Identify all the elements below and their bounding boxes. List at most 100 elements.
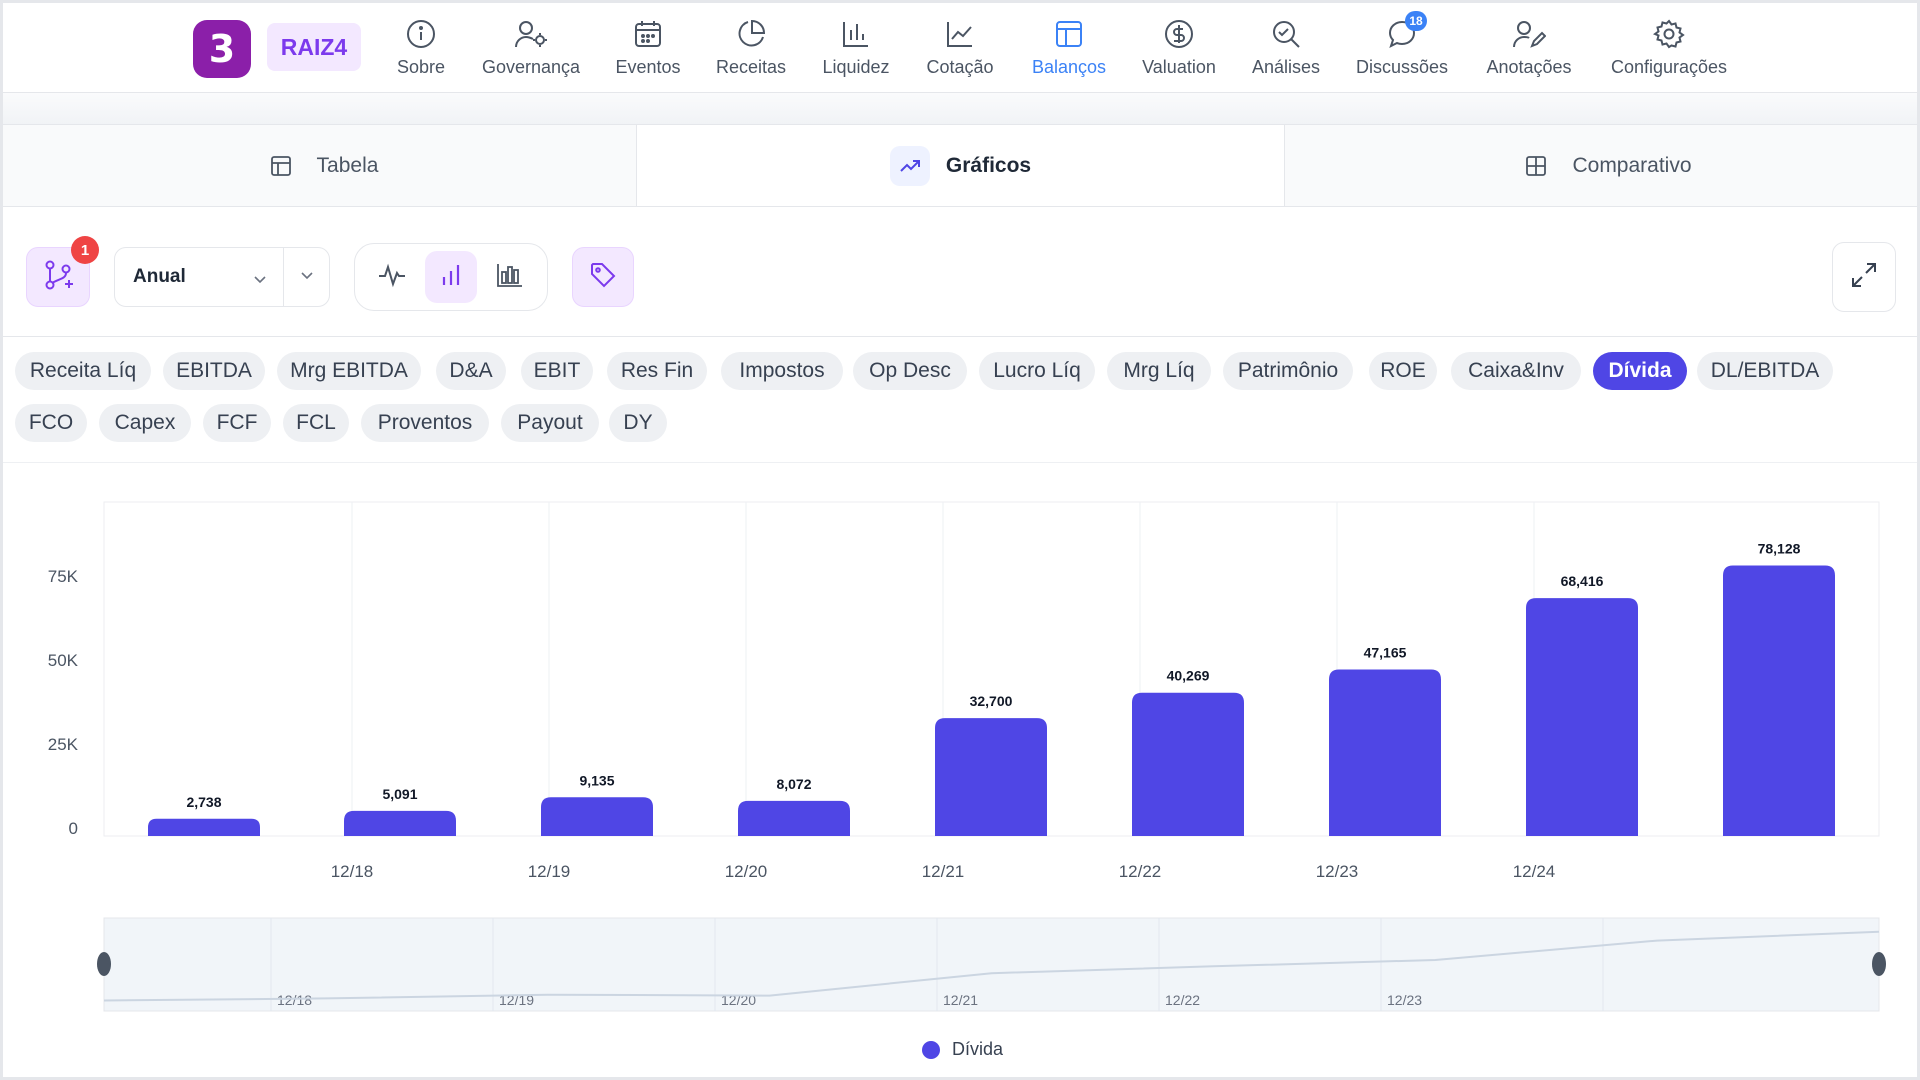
metric-pill[interactable]: DY bbox=[609, 404, 667, 442]
metric-pill[interactable]: Payout bbox=[501, 404, 599, 442]
nav-anotacoes[interactable]: Anotações bbox=[1483, 15, 1575, 81]
grouped-bar-type-button[interactable] bbox=[484, 251, 536, 303]
period-select-value[interactable]: Anual bbox=[115, 248, 283, 306]
navigator-area[interactable] bbox=[103, 917, 1880, 1012]
navigator-handle-right[interactable] bbox=[1872, 952, 1886, 976]
branch-plus-icon bbox=[41, 258, 75, 297]
period-value-text: Anual bbox=[133, 266, 186, 287]
grouped-bar-icon bbox=[495, 260, 525, 295]
nav-label: Valuation bbox=[1142, 57, 1216, 77]
metric-pill[interactable]: FCO bbox=[15, 404, 87, 442]
bar[interactable] bbox=[1723, 565, 1835, 836]
nav-label: Receitas bbox=[715, 57, 787, 77]
legend-swatch bbox=[922, 1040, 940, 1059]
metric-pill[interactable]: Caixa&Inv bbox=[1451, 352, 1581, 390]
chart-legend[interactable]: Dívida bbox=[922, 1039, 1003, 1060]
metric-pill[interactable]: Op Desc bbox=[853, 352, 967, 390]
navigator-handle-left[interactable] bbox=[97, 952, 111, 976]
view-tabs: Tabela Gráficos Comparativo bbox=[3, 125, 1917, 207]
ticker-badge[interactable]: RAIZ4 bbox=[267, 23, 361, 71]
metric-pill[interactable]: FCL bbox=[283, 404, 349, 442]
expand-icon bbox=[1849, 260, 1879, 295]
bar[interactable] bbox=[148, 818, 260, 836]
metric-pill[interactable]: DL/EBITDA bbox=[1697, 352, 1833, 390]
nav-sobre[interactable]: Sobre bbox=[395, 15, 447, 81]
bar[interactable] bbox=[541, 797, 653, 836]
nav-governanca[interactable]: Governança bbox=[479, 15, 583, 81]
metric-pill[interactable]: Patrimônio bbox=[1223, 352, 1353, 390]
bar[interactable] bbox=[1132, 692, 1244, 836]
metric-pill[interactable]: D&A bbox=[436, 352, 506, 390]
y-tick-label: 75K bbox=[48, 567, 79, 586]
labels-toggle-button[interactable] bbox=[572, 247, 634, 307]
tab-label: Gráficos bbox=[945, 153, 1032, 177]
metric-pill[interactable]: FCF bbox=[203, 404, 271, 442]
x-tick-label: 12/21 bbox=[922, 862, 965, 881]
period-dropdown-toggle[interactable] bbox=[283, 248, 329, 306]
nav-label: Anotações bbox=[1486, 57, 1572, 77]
metric-pill[interactable]: Capex bbox=[99, 404, 191, 442]
navigator-series-line bbox=[103, 930, 1880, 1002]
line-chart-type-button[interactable] bbox=[366, 251, 418, 303]
metric-pill[interactable]: Impostos bbox=[721, 352, 843, 390]
bar-chart-type-button[interactable] bbox=[424, 251, 477, 303]
tab-comparativo[interactable]: Comparativo bbox=[1285, 125, 1917, 206]
bar[interactable] bbox=[344, 810, 456, 836]
bar[interactable] bbox=[738, 800, 850, 836]
x-tick-label: 12/24 bbox=[1513, 862, 1556, 881]
tab-label: Tabela bbox=[316, 153, 379, 177]
chart-type-group bbox=[354, 243, 548, 311]
nav-configuracoes[interactable]: Configurações bbox=[1607, 15, 1731, 81]
metric-pill[interactable]: EBIT bbox=[521, 352, 593, 390]
legend-label: Dívida bbox=[952, 1039, 1004, 1059]
branch-add-button[interactable]: 1 bbox=[26, 236, 99, 307]
metric-pill[interactable]: Mrg Líq bbox=[1107, 352, 1211, 390]
top-nav: 3 RAIZ4 Sobre Governança Eventos Receita… bbox=[3, 3, 1917, 93]
metric-pill[interactable]: Proventos bbox=[361, 404, 489, 442]
x-tick-label: 12/18 bbox=[331, 862, 374, 881]
x-tick-label: 12/19 bbox=[528, 862, 571, 881]
gear-icon bbox=[1650, 15, 1688, 53]
y-tick-label: 50K bbox=[48, 651, 79, 670]
nav-label: Configurações bbox=[1610, 57, 1728, 77]
compare-icon bbox=[1516, 146, 1556, 186]
layout-icon bbox=[1050, 15, 1088, 53]
tab-graficos[interactable]: Gráficos bbox=[637, 125, 1285, 206]
bar[interactable] bbox=[935, 718, 1047, 836]
metric-pill[interactable]: Mrg EBITDA bbox=[277, 352, 421, 390]
bar[interactable] bbox=[1329, 669, 1441, 836]
metric-pill[interactable]: Lucro Líq bbox=[979, 352, 1095, 390]
nav-cotacao[interactable]: Cotação bbox=[923, 15, 997, 81]
tab-tabela[interactable]: Tabela bbox=[3, 125, 637, 206]
nav-balancos[interactable]: Balanços bbox=[1027, 15, 1111, 81]
nav-liquidez[interactable]: Liquidez bbox=[819, 15, 893, 81]
chevron-down-icon bbox=[253, 270, 267, 292]
expand-button[interactable] bbox=[1832, 242, 1896, 312]
metric-pill[interactable]: Res Fin bbox=[607, 352, 707, 390]
info-icon bbox=[402, 15, 440, 53]
nav-label: Análises bbox=[1251, 57, 1321, 77]
period-select[interactable]: Anual bbox=[114, 247, 330, 307]
metric-pill[interactable]: EBITDA bbox=[163, 352, 265, 390]
nav-analises[interactable]: Análises bbox=[1251, 15, 1321, 81]
bar[interactable] bbox=[1526, 598, 1638, 836]
nav-eventos[interactable]: Eventos bbox=[613, 15, 683, 81]
metric-pill[interactable]: Dívida bbox=[1593, 352, 1687, 390]
metric-pill[interactable]: ROE bbox=[1369, 352, 1437, 390]
logo-glyph: 3 bbox=[208, 27, 236, 71]
calendar-icon bbox=[629, 15, 667, 53]
navigator-label: 12/23 bbox=[1387, 992, 1422, 1008]
nav-valuation[interactable]: Valuation bbox=[1141, 15, 1217, 81]
y-tick-label: 0 bbox=[69, 819, 78, 838]
nav-label: Eventos bbox=[615, 57, 681, 77]
nav-discussoes[interactable]: 18 Discussões bbox=[1355, 11, 1449, 81]
navigator-label: 12/22 bbox=[1165, 992, 1200, 1008]
metric-pill[interactable]: Receita Líq bbox=[15, 352, 151, 390]
chart-toolbar: 1 Anual bbox=[3, 207, 1917, 337]
company-logo[interactable]: 3 bbox=[193, 20, 251, 78]
chart-svg: 0 25K 50K 75K 2,738 5,091 9,135 8,072 32,700 40,2… bbox=[48, 501, 1886, 1012]
nav-label: Discussões bbox=[1355, 57, 1449, 77]
nav-receitas[interactable]: Receitas bbox=[713, 15, 789, 81]
pie-chart-icon bbox=[732, 15, 770, 53]
